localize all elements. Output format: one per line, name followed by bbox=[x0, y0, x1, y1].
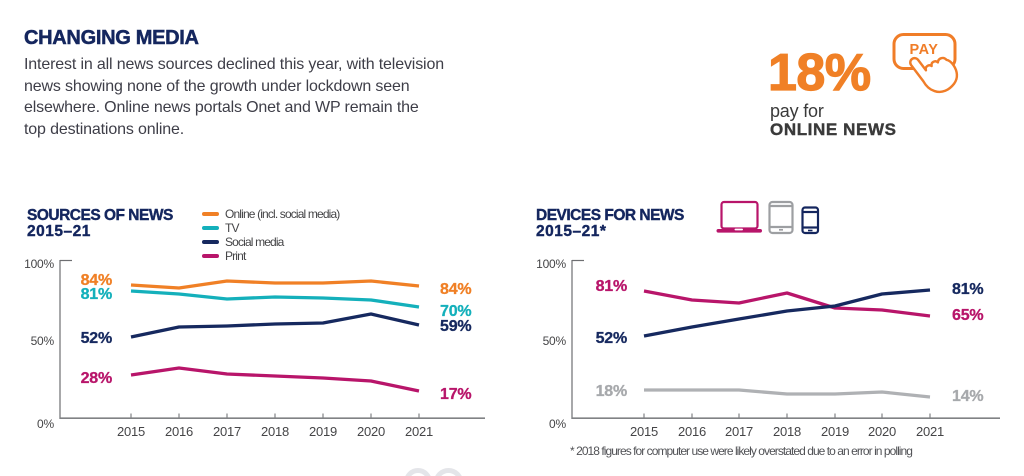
svg-text:PAY: PAY bbox=[910, 42, 939, 58]
